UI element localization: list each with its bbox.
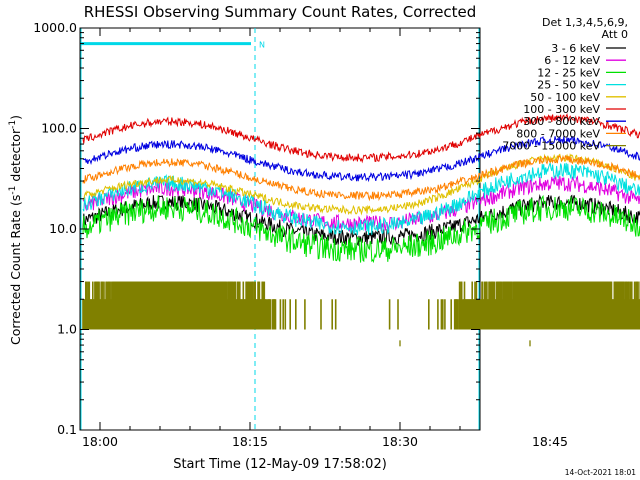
series-3	[82, 161, 640, 236]
x-tick-label: 18:45	[532, 434, 568, 449]
legend-label: 25 - 50 keV	[537, 79, 600, 92]
series-line	[82, 153, 640, 216]
y-tick-label: 10.0	[49, 221, 77, 236]
legend-label: 3 - 6 keV	[551, 42, 600, 55]
series-line	[82, 112, 640, 164]
saa-flag-label: N	[259, 41, 265, 50]
series-line	[82, 135, 640, 183]
series-4	[82, 153, 640, 216]
y-tick-label: 100.0	[41, 121, 77, 136]
series-group	[82, 112, 640, 347]
y-tick-label: 1000.0	[33, 20, 77, 35]
legend-label: 50 - 100 keV	[530, 91, 600, 104]
x-axis-label: Start Time (12-May-09 17:58:02)	[173, 457, 387, 472]
legend-label: 300 - 800 keV	[523, 115, 600, 128]
legend-label: 7000 - 15000 keV	[502, 140, 600, 153]
legend-header-line2: Att 0	[602, 28, 628, 41]
footer-date: 14-Oct-2021 18:01	[565, 468, 636, 477]
chart-title: RHESSI Observing Summary Count Rates, Co…	[84, 3, 477, 21]
series-8	[82, 281, 640, 347]
y-axis-label-part1: Corrected Count Rate (s	[8, 195, 23, 345]
series-line	[82, 154, 640, 202]
y-tick-label: 0.1	[57, 422, 77, 437]
legend-label: 800 - 7000 keV	[516, 127, 600, 140]
series-line	[82, 194, 640, 264]
series-line	[82, 161, 640, 236]
y-axis-label: Corrected Count Rate (s-1 detector-1)	[8, 115, 23, 345]
x-tick-label: 18:00	[82, 434, 118, 449]
y-axis-label-sup2: -1	[8, 120, 18, 129]
y-axis-label-part2: detector	[8, 128, 23, 186]
y-tick-label: 1.0	[57, 322, 77, 337]
y-axis: 0.1 1.0 10.0 100.0 1000.0	[33, 20, 480, 437]
series-2	[82, 194, 640, 264]
legend-header-line1: Det 1,3,4,5,6,9,	[542, 16, 628, 29]
series-6	[82, 135, 640, 183]
legend-label: 6 - 12 keV	[544, 54, 600, 67]
x-tick-label: 18:15	[232, 434, 268, 449]
y-axis-label-sup1: -1	[8, 186, 18, 195]
legend-label: 12 - 25 keV	[537, 66, 600, 79]
series-5	[82, 112, 640, 164]
x-tick-label: 18:30	[382, 434, 418, 449]
y-axis-label-part3: )	[8, 115, 23, 120]
series-7	[82, 154, 640, 202]
legend-label: 100 - 300 keV	[523, 103, 600, 116]
